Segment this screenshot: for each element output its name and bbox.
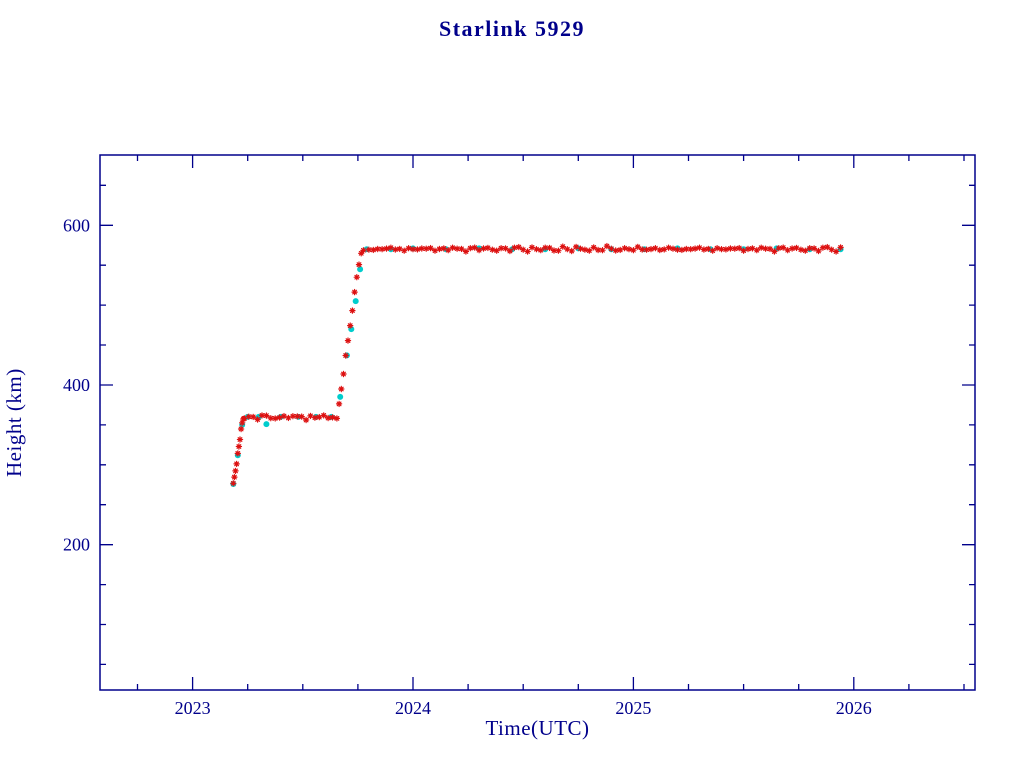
data-points-observed: [230, 242, 844, 487]
y-tick-label: 600: [63, 215, 90, 235]
data-point-predicted: [337, 393, 344, 400]
tick-labels: 2023 2024 2025 2026 200 400 600: [63, 215, 872, 718]
x-tick-label: 2024: [395, 698, 431, 718]
data-point-predicted: [263, 421, 270, 428]
axis-ticks: [100, 155, 975, 690]
x-tick-label: 2025: [615, 698, 651, 718]
x-axis-label: Time(UTC): [485, 716, 590, 740]
x-tick-label: 2026: [836, 698, 872, 718]
tick-marks: [100, 155, 975, 690]
data-point-predicted: [357, 266, 364, 273]
data-point-predicted: [352, 298, 359, 305]
y-tick-label: 200: [63, 535, 90, 555]
plot-frame: [99, 154, 976, 691]
series-predicted: [230, 245, 844, 487]
series-observed: [230, 242, 844, 487]
y-tick-label: 400: [63, 375, 90, 395]
chart-title: Starlink 5929: [438, 16, 586, 41]
x-tick-label: 2023: [175, 698, 211, 718]
